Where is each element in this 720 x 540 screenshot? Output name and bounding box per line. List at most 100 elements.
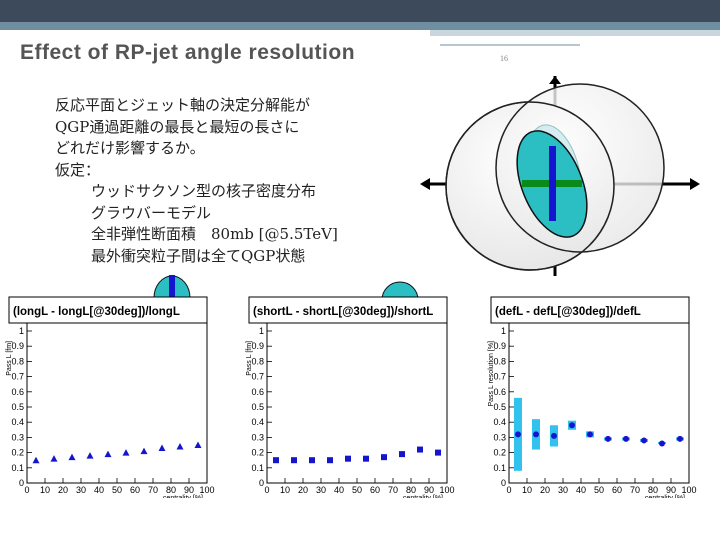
x-tick-label: 60 <box>612 485 622 495</box>
y-tick-label: 0 <box>19 478 24 488</box>
body-line: 最外衝突粒子間は全てQGP状態 <box>91 246 306 265</box>
chart-title: (longL - longL[@30deg])/longL <box>13 306 180 318</box>
x-tick-label: 40 <box>334 485 344 495</box>
y-tick-label: 0.8 <box>493 356 506 366</box>
x-tick-label: 50 <box>112 485 122 495</box>
x-tick-label: 50 <box>594 485 604 495</box>
data-point <box>327 457 333 464</box>
x-tick-label: 10 <box>40 485 50 495</box>
header-accent <box>430 30 720 36</box>
body-line: 全非弾性断面積 80mb [@5.5TeV] <box>91 225 338 243</box>
body-line: グラウバーモデル <box>91 203 212 222</box>
y-tick-label: 0.2 <box>493 448 506 458</box>
data-point <box>309 457 315 464</box>
y-axis-label: Pass L [fm] <box>6 341 13 376</box>
data-point <box>32 456 40 464</box>
x-tick-label: 0 <box>264 485 269 495</box>
data-point <box>435 449 441 456</box>
chart-long-l: (longL - longL[@30deg])/longL 0 0.1 0.2 0.3 0… <box>6 296 215 498</box>
y-tick-label: 1 <box>501 326 506 336</box>
y-axis-label: Pass L resolution [%] <box>488 341 495 407</box>
data-point <box>176 443 184 450</box>
y-tick-label: 0.6 <box>493 387 506 397</box>
data-point <box>587 431 593 438</box>
y-tick-label: 0.7 <box>493 372 506 382</box>
data-point <box>381 454 387 461</box>
x-tick-label: 80 <box>648 485 658 495</box>
x-tick-label: 70 <box>630 485 640 495</box>
data-point <box>551 432 557 439</box>
y-tick-label: 0.5 <box>11 402 24 412</box>
x-tick-label: 90 <box>184 485 194 495</box>
y-tick-label: 0.5 <box>251 402 264 412</box>
x-axis-label: centrality [%] <box>163 495 203 498</box>
y-axis-label: Pass L [fm] <box>246 341 253 376</box>
x-tick-label: 10 <box>280 485 290 495</box>
slide-title: Effect of RP-jet angle resolution <box>20 41 356 64</box>
x-tick-label: 100 <box>439 485 454 495</box>
jet-axis-long <box>549 146 556 221</box>
y-tick-label: 1 <box>19 326 24 336</box>
y-tick-label: 0.9 <box>251 341 264 351</box>
body-line: 反応平面とジェット軸の決定分解能が <box>55 96 311 114</box>
x-tick-label: 30 <box>558 485 568 495</box>
data-point <box>677 435 683 442</box>
data-point <box>641 437 647 444</box>
y-tick-label: 0.9 <box>493 341 506 351</box>
chart-short-l: (shortL - shortL[@30deg])/shortL 0 0.1 0.2 0… <box>246 296 455 498</box>
page-number: 16 <box>500 54 508 63</box>
y-tick-label: 0.6 <box>251 387 264 397</box>
x-tick-label: 10 <box>522 485 532 495</box>
data-point <box>659 440 665 447</box>
x-axis-label: centrality [%] <box>645 495 685 498</box>
y-tick-label: 0.3 <box>11 432 24 442</box>
x-tick-label: 80 <box>166 485 176 495</box>
data-point <box>50 455 58 462</box>
y-tick-label: 0.3 <box>493 432 506 442</box>
x-tick-label: 100 <box>681 485 696 495</box>
body-line: ウッドサクソン型の核子密度分布 <box>91 182 317 200</box>
x-tick-label: 70 <box>388 485 398 495</box>
y-tick-label: 0.7 <box>251 372 264 382</box>
y-tick-label: 0.9 <box>11 341 24 351</box>
y-tick-label: 0.4 <box>493 417 506 427</box>
x-tick-label: 0 <box>506 485 511 495</box>
x-tick-label: 50 <box>352 485 362 495</box>
data-point <box>291 457 297 464</box>
y-tick-label: 0.1 <box>493 463 506 473</box>
x-tick-label: 20 <box>58 485 68 495</box>
arrow-up-icon <box>549 76 561 84</box>
x-tick-label: 0 <box>24 485 29 495</box>
x-tick-label: 90 <box>424 485 434 495</box>
data-point <box>399 451 405 458</box>
y-tick-label: 0.6 <box>11 387 24 397</box>
data-point <box>417 446 423 453</box>
y-tick-label: 1 <box>259 326 264 336</box>
data-point <box>363 455 369 462</box>
y-tick-label: 0.7 <box>11 372 24 382</box>
x-tick-label: 30 <box>316 485 326 495</box>
y-tick-label: 0.3 <box>251 432 264 442</box>
plot-frame <box>508 296 690 484</box>
body-line: QGP通過距離の最長と最短の長さに <box>55 117 300 136</box>
data-point <box>533 431 539 438</box>
header-bar <box>0 0 720 22</box>
x-tick-label: 70 <box>148 485 158 495</box>
data-point <box>623 435 629 442</box>
body-text: 反応平面とジェット軸の決定分解能が QGP通過距離の最長と最短の長さに どれだけ… <box>55 95 338 267</box>
y-tick-label: 0 <box>259 478 264 488</box>
x-axis-label: centrality [%] <box>403 495 443 498</box>
title-divider <box>440 44 580 46</box>
y-tick-label: 0 <box>501 478 506 488</box>
data-point <box>104 450 112 458</box>
chart-title: (shortL - shortL[@30deg])/shortL <box>253 306 433 318</box>
y-tick-label: 0.2 <box>11 448 24 458</box>
arrow-left-icon <box>420 178 430 190</box>
x-tick-label: 40 <box>94 485 104 495</box>
data-point <box>68 453 76 461</box>
plot-frame <box>266 296 448 484</box>
x-tick-label: 40 <box>576 485 586 495</box>
y-tick-label: 0.4 <box>251 417 264 427</box>
data-point <box>605 435 611 442</box>
y-tick-label: 0.1 <box>11 463 24 473</box>
